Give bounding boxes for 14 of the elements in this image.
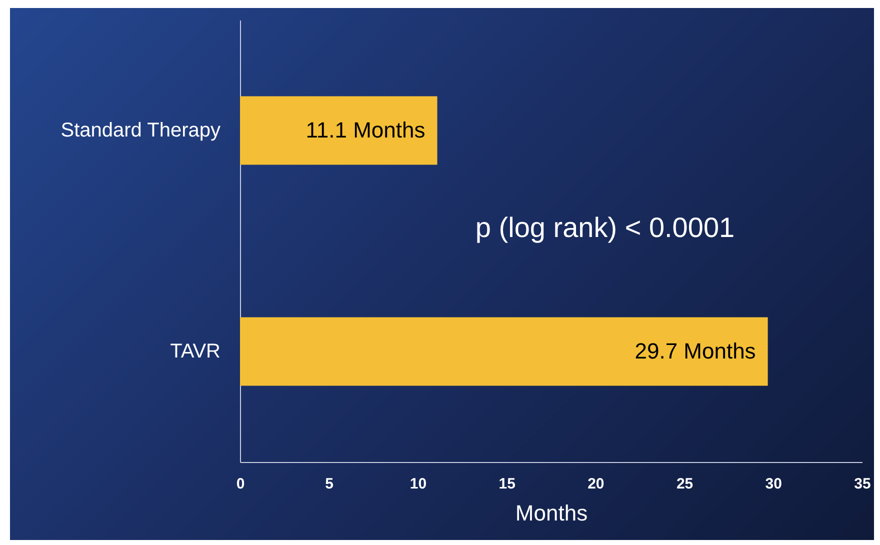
x-axis-title: Months xyxy=(515,500,588,526)
data-label: 11.1 Months xyxy=(306,118,426,142)
y-tick-label: Standard Therapy xyxy=(60,120,220,142)
x-tick-label: 0 xyxy=(236,476,245,492)
x-tick-label: 10 xyxy=(410,476,427,492)
x-tick-label: 35 xyxy=(854,476,871,492)
data-label: 29.7 Months xyxy=(634,338,756,364)
x-tick-label: 25 xyxy=(676,476,694,492)
x-tick-label: 15 xyxy=(498,476,516,492)
x-tick-label: 5 xyxy=(325,476,334,492)
x-tick-label: 30 xyxy=(765,476,782,492)
annotation: p (log rank) < 0.0001 xyxy=(475,212,735,243)
y-tick-label: TAVR xyxy=(170,340,220,362)
x-tick-label: 20 xyxy=(588,476,604,492)
